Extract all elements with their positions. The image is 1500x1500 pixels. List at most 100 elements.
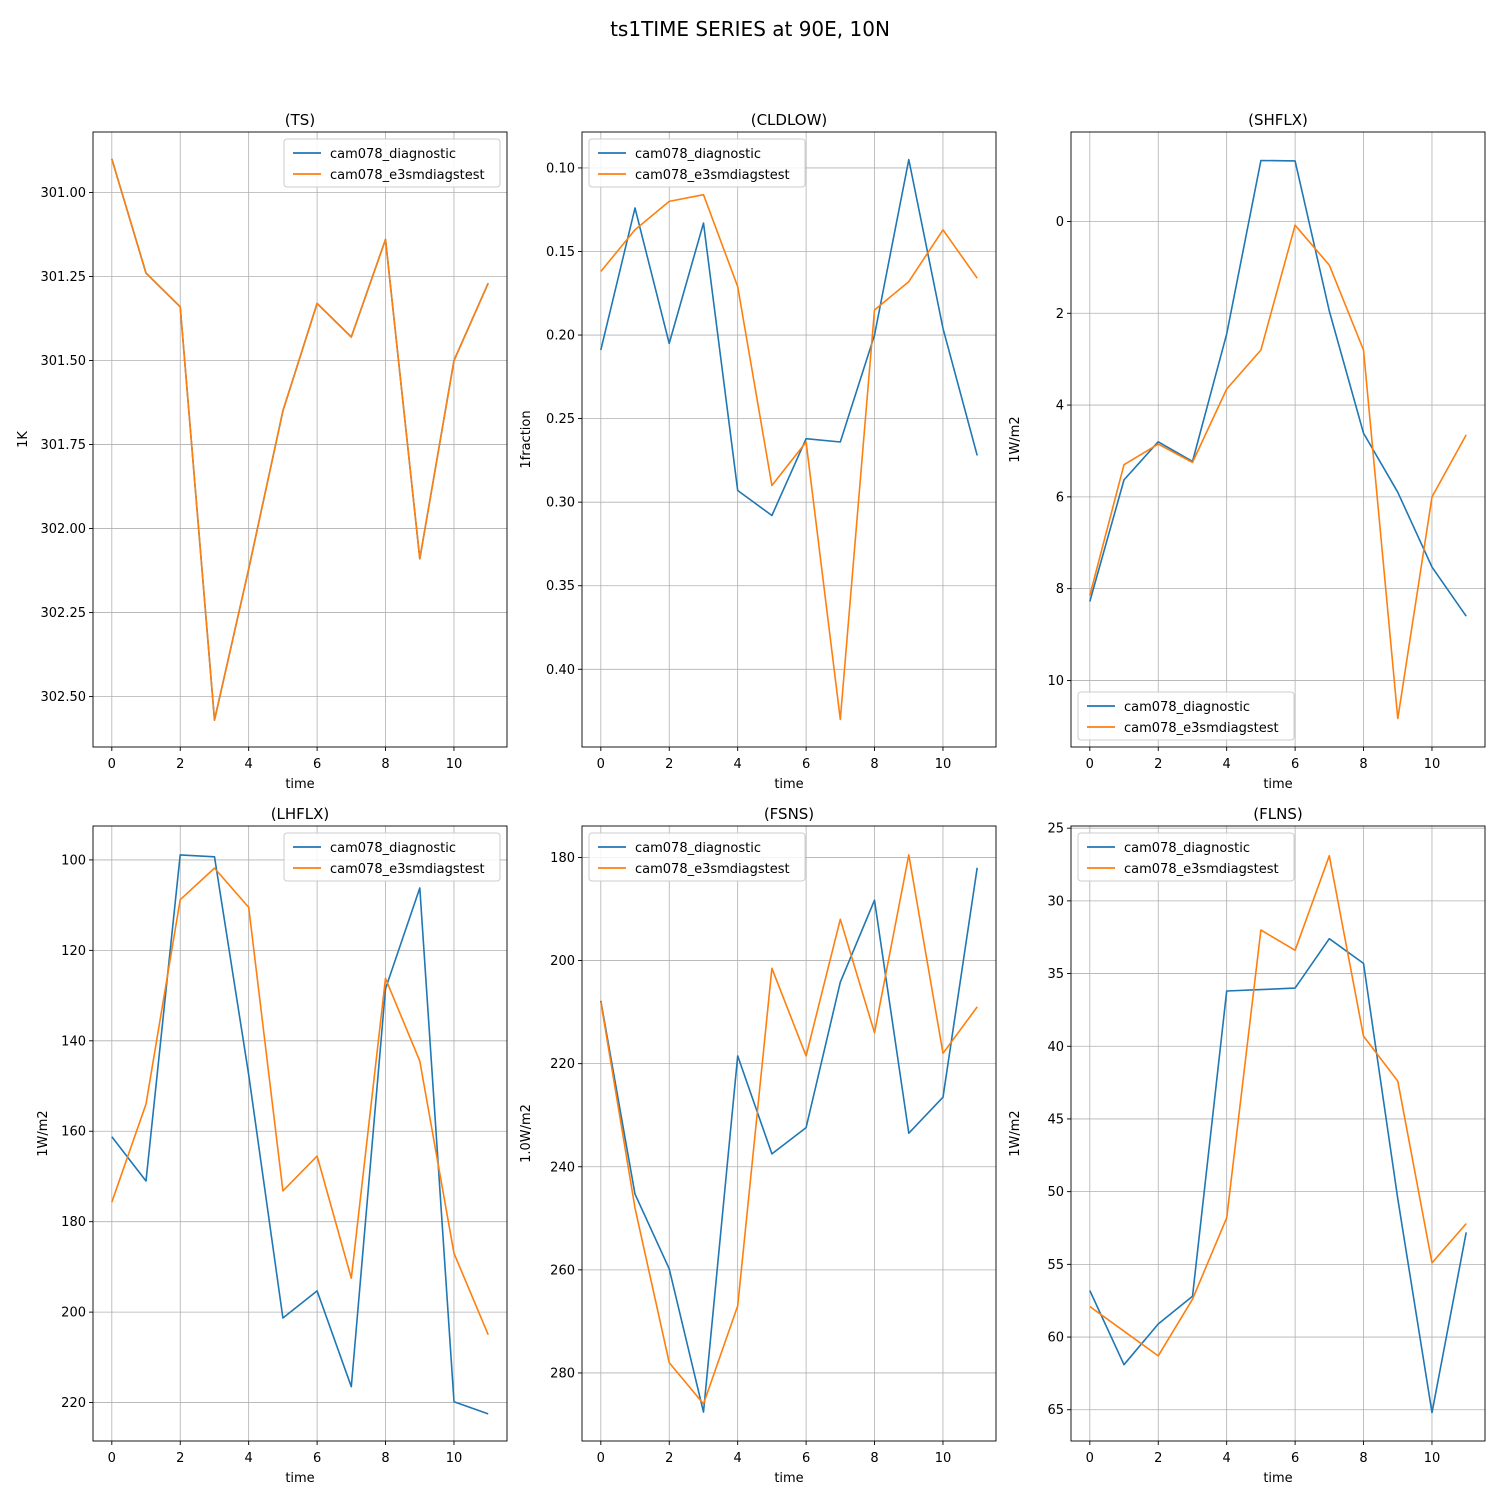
- y-tick-label: 0.35: [546, 579, 575, 594]
- x-tick-label: 6: [802, 1451, 810, 1466]
- x-tick-label: 4: [734, 757, 742, 772]
- y-tick-label: 200: [61, 1306, 86, 1321]
- y-tick-label: 160: [61, 1125, 86, 1140]
- y-tick-label: 302.50: [41, 690, 87, 705]
- x-tick-label: 8: [870, 757, 878, 772]
- y-tick-label: 6: [1056, 490, 1064, 505]
- y-tick-label: 40: [1047, 1040, 1064, 1055]
- y-tick-label: 65: [1047, 1403, 1064, 1418]
- x-tick-label: 8: [1359, 757, 1367, 772]
- x-tick-label: 8: [381, 757, 389, 772]
- legend-label: cam078_e3smdiagstest: [635, 862, 790, 877]
- x-axis-label: time: [285, 777, 314, 792]
- series-line-cam078_e3smdiagstest: [1089, 224, 1467, 720]
- plot-area-frame: [92, 131, 508, 748]
- x-tick-label: 0: [108, 757, 116, 772]
- subplot-grid: 0 2 4 6 8 10301.00301.25301.50301.75302.00302…: [16, 111, 1486, 1486]
- plot-area-frame: [1070, 131, 1486, 748]
- x-tick-label: 0: [597, 757, 605, 772]
- y-tick-label: 10: [1047, 674, 1064, 689]
- y-tick-label: 35: [1047, 967, 1064, 982]
- x-tick-label: 6: [313, 1451, 321, 1466]
- series-line-cam078_diagnostic: [111, 854, 489, 1415]
- plot-area-frame: [581, 825, 997, 1442]
- y-tick-label: 25: [1047, 822, 1064, 837]
- x-tick-label: 0: [108, 1451, 116, 1466]
- series-line-cam078_e3smdiagstest: [600, 854, 978, 1405]
- legend-label: cam078_e3smdiagstest: [330, 862, 485, 877]
- y-tick-label: 0.15: [546, 245, 575, 260]
- plot-area-frame: [1070, 825, 1486, 1442]
- y-tick-label: 240: [550, 1160, 575, 1175]
- legend-box: [1077, 691, 1295, 741]
- legend: cam078_diagnostic cam078_e3smdiagstest: [283, 832, 501, 882]
- series-line-cam078_diagnostic: [1089, 159, 1467, 617]
- legend-label: cam078_e3smdiagstest: [330, 168, 485, 183]
- x-tick-label: 4: [734, 1451, 742, 1466]
- legend-label: cam078_diagnostic: [1124, 700, 1250, 715]
- y-tick-label: 302.00: [41, 522, 87, 537]
- y-tick-label: 0.10: [546, 161, 575, 176]
- subplot-title: (TS): [285, 111, 315, 129]
- legend-box: [1077, 832, 1295, 882]
- legend-box: [283, 138, 501, 188]
- subplot-panel: 0 2 4 6 8 10 100 120 140 160 180 200 220 (LHFLX) time 1…: [36, 805, 508, 1486]
- x-tick-label: 10: [1424, 1451, 1441, 1466]
- plot-area-frame: [92, 825, 508, 1442]
- legend-box: [283, 832, 501, 882]
- legend: cam078_diagnostic cam078_e3smdiagstest: [588, 832, 806, 882]
- x-tick-label: 10: [935, 1451, 952, 1466]
- y-tick-label: 55: [1047, 1258, 1064, 1273]
- plot-area-frame: [581, 131, 997, 748]
- y-tick-label: 180: [550, 851, 575, 866]
- y-tick-label: 100: [61, 853, 86, 868]
- subplot-panel: 0 2 4 6 8 10 25 30 35 40 45 50 55 60 65 (FLNS) time 1W/m2…: [1008, 805, 1486, 1486]
- x-tick-label: 6: [802, 757, 810, 772]
- y-tick-label: 200: [550, 954, 575, 969]
- x-tick-label: 8: [381, 1451, 389, 1466]
- legend-label: cam078_e3smdiagstest: [1124, 862, 1279, 877]
- x-tick-label: 2: [1154, 1451, 1162, 1466]
- y-tick-label: 0.30: [546, 496, 575, 511]
- y-tick-label: 45: [1047, 1112, 1064, 1127]
- y-tick-label: 280: [550, 1366, 575, 1381]
- x-tick-label: 10: [1424, 757, 1441, 772]
- y-tick-label: 0.20: [546, 329, 575, 344]
- x-tick-label: 0: [1086, 757, 1094, 772]
- x-tick-label: 10: [446, 757, 463, 772]
- legend-label: cam078_diagnostic: [635, 841, 761, 856]
- legend-box: [588, 138, 806, 188]
- legend: cam078_diagnostic cam078_e3smdiagstest: [1077, 691, 1295, 741]
- x-axis-label: time: [285, 1471, 314, 1486]
- y-tick-label: 260: [550, 1263, 575, 1278]
- x-tick-label: 2: [665, 1451, 673, 1466]
- legend-label: cam078_e3smdiagstest: [1124, 721, 1279, 736]
- x-tick-label: 4: [245, 757, 253, 772]
- legend: cam078_diagnostic cam078_e3smdiagstest: [283, 138, 501, 188]
- series-line-cam078_diagnostic: [600, 158, 978, 517]
- legend-box: [588, 832, 806, 882]
- y-tick-label: 30: [1047, 894, 1064, 909]
- y-tick-label: 301.00: [41, 186, 87, 201]
- legend-label: cam078_diagnostic: [635, 147, 761, 162]
- y-axis-label: 1W/m2: [36, 1110, 51, 1156]
- subplot-panel: 0 2 4 6 8 10 301.00 301.25 301.50 301.75 302.00 302…: [16, 111, 508, 792]
- figure-title: ts1TIME SERIES at 90E, 10N: [610, 17, 890, 41]
- x-tick-label: 4: [1223, 1451, 1231, 1466]
- subplot-panel: 0 2 4 6 8 10 0.10 0.15 0.20 0.25 0.30 0.35 0.40 (CLDL…: [519, 111, 997, 792]
- x-tick-label: 2: [176, 1451, 184, 1466]
- series-line-cam078_diagnostic: [1089, 937, 1467, 1414]
- x-tick-label: 10: [446, 1451, 463, 1466]
- subplot-title: (FLNS): [1253, 805, 1302, 823]
- y-tick-label: 50: [1047, 1185, 1064, 1200]
- y-axis-label: 1W/m2: [1008, 1110, 1023, 1156]
- y-tick-label: 8: [1056, 582, 1064, 597]
- subplot-title: (FSNS): [764, 805, 814, 823]
- x-tick-label: 2: [1154, 757, 1162, 772]
- y-tick-label: 120: [61, 944, 86, 959]
- x-axis-label: time: [1263, 777, 1292, 792]
- legend: cam078_diagnostic cam078_e3smdiagstest: [588, 138, 806, 188]
- x-tick-label: 4: [245, 1451, 253, 1466]
- y-axis-label: 1fraction: [519, 410, 534, 468]
